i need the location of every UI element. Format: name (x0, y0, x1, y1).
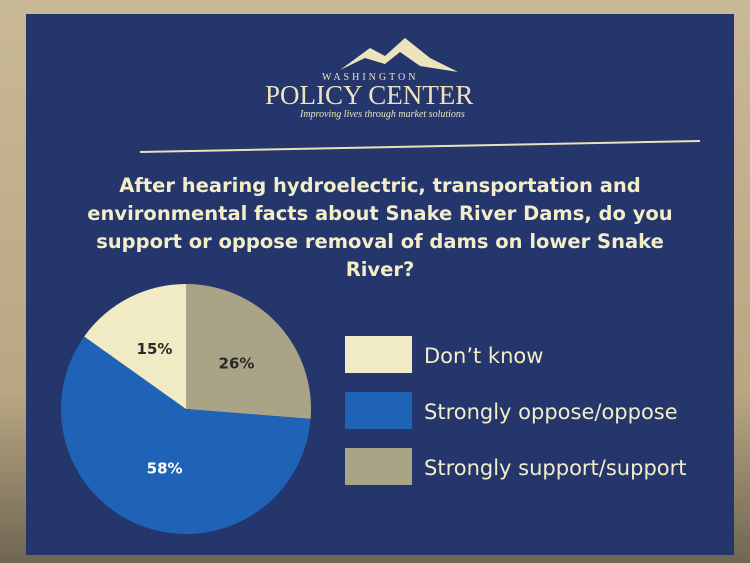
slice-label: 26% (219, 354, 255, 372)
separator (139, 140, 701, 153)
slice-label: 58% (147, 460, 183, 478)
legend-swatch (345, 392, 412, 429)
logo-name: POLICY CENTER (265, 80, 473, 110)
legend-swatch (345, 448, 412, 485)
logo-tagline: Improving lives through market solutions (299, 109, 465, 120)
legend-label: Strongly support/support (424, 456, 687, 480)
slice-label: 15% (137, 340, 173, 358)
logo-mountain (340, 38, 458, 72)
legend-swatch (345, 336, 412, 373)
logo-top: WASHINGTON (322, 72, 418, 83)
pie-slice (84, 284, 186, 409)
legend-label: Don’t know (424, 344, 543, 368)
pie-slice (186, 284, 311, 419)
pie-slice (61, 336, 311, 535)
legend-label: Strongly oppose/oppose (424, 400, 678, 424)
chart-title: After hearing hydroelectric, transportat… (87, 174, 673, 281)
